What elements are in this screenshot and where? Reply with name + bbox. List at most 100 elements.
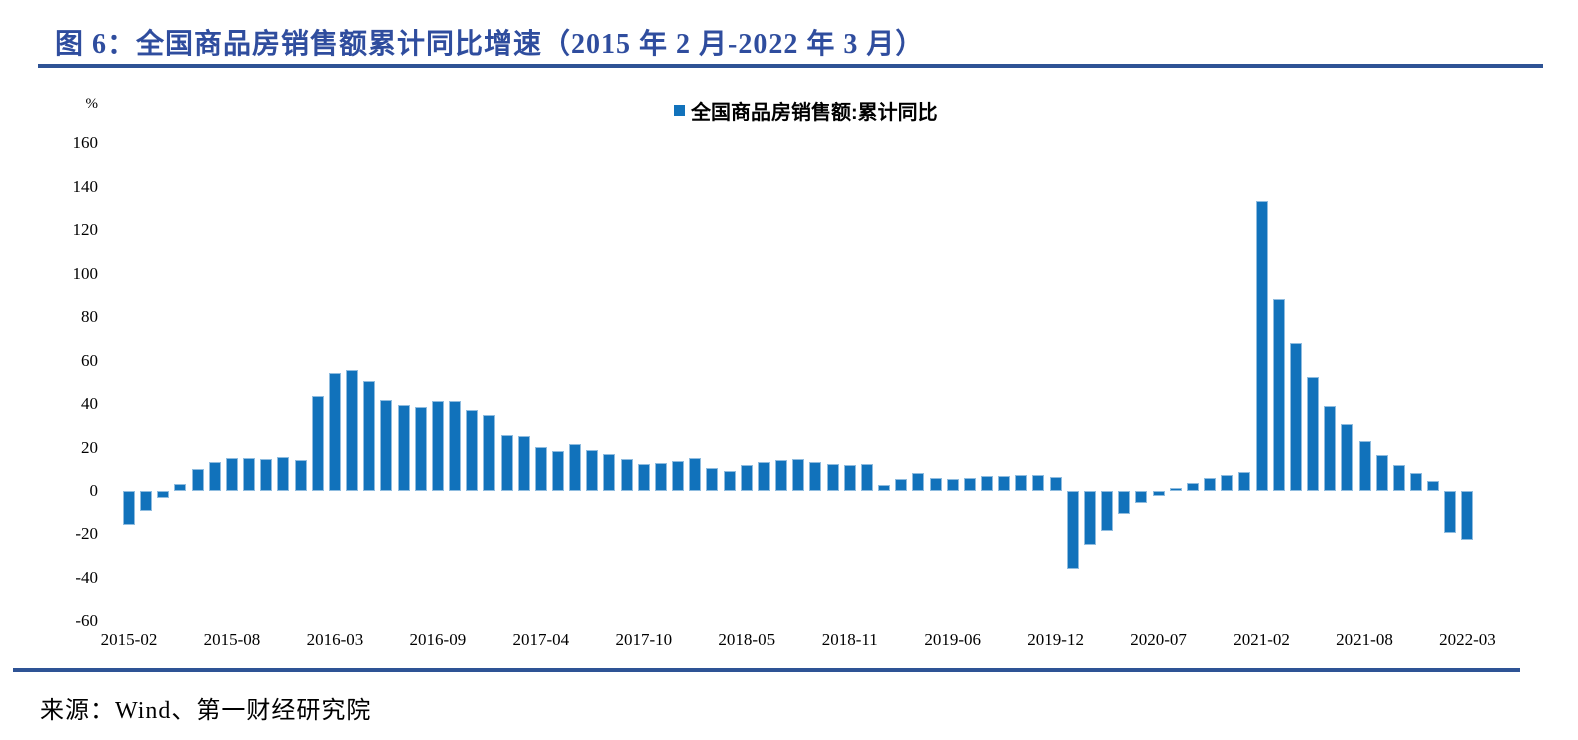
bar-2016-10 <box>449 401 462 491</box>
bar-2016-02 <box>311 396 324 491</box>
bar-2020-04 <box>1101 491 1114 532</box>
bar-2017-07 <box>586 449 599 491</box>
bar-2016-05 <box>363 380 376 491</box>
bar-2017-09 <box>620 459 633 491</box>
source-text: 来源：Wind、第一财经研究院 <box>40 698 372 724</box>
bar-2018-10 <box>826 463 839 491</box>
bar-2017-08 <box>603 453 616 491</box>
y-tick-label--60: -60 <box>75 611 98 631</box>
legend-label: 全国商品房销售额:累计同比 <box>691 102 938 124</box>
x-tick-label-2015-08: 2015-08 <box>203 630 261 649</box>
y-tick-label--20: -20 <box>75 524 98 544</box>
bar-2018-06 <box>757 462 770 491</box>
bar-2015-11 <box>277 457 290 491</box>
bar-2019-05 <box>929 477 942 491</box>
bar-2022-03 <box>1461 491 1474 541</box>
bar-2017-10 <box>637 463 650 491</box>
bar-2020-08 <box>1169 487 1182 491</box>
bar-2020-10 <box>1204 478 1217 491</box>
bar-2020-06 <box>1135 491 1148 503</box>
bar-2015-02 <box>123 491 135 526</box>
bar-2020-07 <box>1152 491 1165 496</box>
bar-2018-07 <box>775 459 788 491</box>
bar-2018-09 <box>809 462 822 491</box>
bar-2018-11 <box>843 464 856 491</box>
bar-2019-11 <box>1032 475 1045 491</box>
bar-2019-04 <box>912 473 925 491</box>
bar-2017-06 <box>569 444 582 491</box>
bar-2021-12 <box>1427 480 1440 491</box>
bar-2017-03 <box>517 436 530 491</box>
bar-2018-05 <box>740 465 753 491</box>
bar-2015-05 <box>174 484 187 491</box>
bar-2021-07 <box>1341 424 1354 491</box>
bar-2019-08 <box>981 476 993 491</box>
y-tick-label-80: 80 <box>81 307 98 327</box>
bar-2021-09 <box>1375 454 1388 491</box>
bar-2019-09 <box>998 475 1011 491</box>
bar-2019-10 <box>1015 475 1028 491</box>
bar-2015-06 <box>191 469 204 491</box>
bar-2018-03 <box>706 468 719 491</box>
bar-2021-04 <box>1289 342 1302 491</box>
bar-2021-08 <box>1358 441 1371 491</box>
chart-legend: 全国商品房销售额:累计同比 <box>674 96 938 125</box>
bar-2015-07 <box>208 461 221 491</box>
bar-2021-05 <box>1307 377 1320 491</box>
bar-2016-03 <box>328 373 341 491</box>
bar-2019-12 <box>1049 476 1062 491</box>
bar-2017-04 <box>534 447 547 491</box>
bar-2015-12 <box>294 459 307 491</box>
x-tick-label-2021-08: 2021-08 <box>1336 630 1393 649</box>
bar-2016-11 <box>466 409 479 491</box>
x-tick-label-2016-09: 2016-09 <box>409 630 467 649</box>
y-axis-unit-label: % <box>85 96 99 112</box>
bar-2019-07 <box>963 477 976 491</box>
bar-2017-02 <box>500 434 513 491</box>
x-tick-label-2015-02: 2015-02 <box>100 630 158 649</box>
bar-2017-05 <box>552 450 564 491</box>
x-tick-label-2019-12: 2019-12 <box>1027 630 1084 649</box>
bar-2020-02 <box>1066 491 1079 569</box>
bar-2017-11 <box>654 463 667 491</box>
bar-2015-09 <box>243 457 256 491</box>
y-tick-label-20: 20 <box>81 437 98 457</box>
bar-2021-06 <box>1324 406 1337 491</box>
bar-2016-12 <box>483 415 496 491</box>
bar-2021-03 <box>1272 298 1285 491</box>
bar-2016-09 <box>431 401 444 491</box>
bar-2018-08 <box>792 459 805 491</box>
x-tick-label-2016-03: 2016-03 <box>306 630 364 649</box>
x-tick-label-2017-10: 2017-10 <box>615 630 673 649</box>
bar-2019-03 <box>895 478 908 491</box>
x-tick-label-2022-03: 2022-03 <box>1439 630 1496 649</box>
bar-chart: % 全国商品房销售额:累计同比 160 140 120 100 80 60 40 20 0 -20… <box>0 80 1578 650</box>
x-tick-label-2021-02: 2021-02 <box>1233 630 1290 649</box>
bar-2018-02 <box>689 457 702 491</box>
bar-2019-02 <box>878 484 891 491</box>
bar-2015-10 <box>260 458 273 491</box>
bar-2016-07 <box>397 404 410 491</box>
x-tick-label-2018-11: 2018-11 <box>821 630 878 649</box>
bar-2022-02 <box>1444 491 1457 533</box>
x-tick-label-2017-04: 2017-04 <box>512 630 570 649</box>
legend-marker-icon <box>674 105 685 116</box>
bar-2015-08 <box>225 457 238 491</box>
bar-2015-03 <box>140 491 153 512</box>
footer-divider-rule <box>13 668 1520 672</box>
bar-2017-12 <box>672 461 685 491</box>
y-tick-label--40: -40 <box>75 567 98 587</box>
figure-title: 图 6：全国商品房销售额累计同比增速（2015 年 2 月-2022 年 3 月… <box>55 29 925 60</box>
x-tick-label-2020-07: 2020-07 <box>1130 630 1187 649</box>
bar-2018-04 <box>723 471 736 491</box>
y-tick-label-160: 160 <box>72 133 99 153</box>
bar-2015-04 <box>157 491 170 498</box>
bar-2019-06 <box>946 478 959 491</box>
x-tick-label-2018-05: 2018-05 <box>718 630 776 649</box>
bar-2020-05 <box>1118 491 1131 515</box>
bar-2016-06 <box>380 399 393 491</box>
bar-2021-11 <box>1410 472 1422 491</box>
bar-2020-11 <box>1221 475 1234 491</box>
y-tick-label-60: 60 <box>81 350 98 370</box>
